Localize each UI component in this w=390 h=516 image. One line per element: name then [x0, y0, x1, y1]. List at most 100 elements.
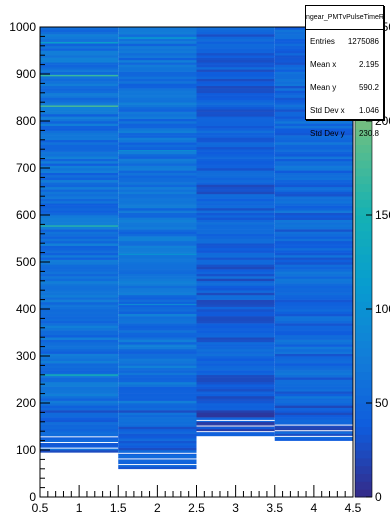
heatmap-cell — [196, 334, 275, 338]
heatmap-cell — [40, 95, 119, 98]
heatmap-cell — [40, 88, 119, 91]
heatmap-cell — [118, 332, 197, 336]
heatmap-cell — [274, 172, 353, 176]
heatmap-cell — [40, 334, 119, 338]
heatmap-gap — [196, 425, 275, 427]
heatmap-cell — [196, 222, 275, 225]
heatmap-cell — [196, 344, 275, 347]
heatmap-cell — [118, 203, 197, 206]
heatmap-cell — [196, 83, 275, 87]
heatmap-cell — [118, 384, 197, 387]
heatmap-cell — [40, 410, 119, 413]
heatmap-cell — [118, 55, 197, 58]
heatmap-cell — [40, 217, 119, 220]
heatmap-cell — [118, 283, 197, 286]
heatmap-cell — [118, 83, 197, 87]
heatmap-cell — [40, 139, 119, 143]
heatmap-cell — [274, 285, 353, 289]
heatmap-cell — [274, 231, 353, 235]
heatmap-cell — [196, 238, 275, 242]
colorbar-tick-label: 0 — [375, 490, 382, 504]
heatmap-cell — [196, 64, 275, 68]
colorbar-segment — [355, 207, 372, 216]
heatmap-cell — [118, 445, 197, 448]
heatmap-cell — [196, 353, 275, 357]
heatmap-cell — [274, 360, 353, 364]
heatmap-cell — [196, 172, 275, 176]
heatmap-cell — [196, 186, 275, 190]
heatmap-cell — [40, 372, 119, 376]
heatmap-cell — [196, 207, 275, 211]
heatmap-cell — [118, 95, 197, 98]
heatmap-cell — [274, 245, 353, 249]
x-tick-label: 3.5 — [266, 501, 283, 515]
heatmap-cell — [40, 273, 119, 277]
heatmap-cell — [40, 172, 119, 176]
heatmap-cell — [40, 196, 119, 199]
heatmap-cell — [196, 168, 275, 171]
colorbar-segment — [355, 340, 372, 349]
heatmap-cell — [196, 405, 275, 408]
heatmap-cell — [274, 238, 353, 242]
heatmap-cell — [118, 285, 197, 289]
heatmap-cell — [118, 440, 197, 444]
heatmap-cell — [40, 233, 119, 237]
heatmap-cell — [118, 433, 197, 437]
heatmap-cell — [118, 175, 197, 178]
heatmap-cell — [196, 348, 275, 352]
heatmap-highlight-row — [40, 225, 119, 227]
heatmap-cell — [196, 400, 275, 404]
heatmap-cell — [40, 175, 119, 178]
heatmap-cell — [118, 464, 197, 467]
stats-label: Std Dev y — [310, 129, 345, 138]
heatmap-cell — [274, 142, 353, 145]
heatmap-cell — [274, 278, 353, 282]
heatmap-cell — [40, 76, 119, 79]
colorbar-segment — [355, 121, 372, 130]
heatmap-cell — [118, 231, 197, 235]
heatmap-cell — [40, 222, 119, 225]
heatmap-cell — [274, 306, 353, 310]
heatmap-cell — [118, 457, 197, 460]
colorbar-segment — [355, 144, 372, 153]
heatmap-cell — [118, 346, 197, 350]
heatmap-cell — [40, 318, 119, 322]
heatmap-cell — [40, 57, 119, 61]
heatmap-cell — [40, 428, 119, 432]
colorbar-segment — [355, 403, 372, 412]
heatmap-cell — [196, 179, 275, 183]
heatmap-cell — [274, 175, 353, 178]
heatmap-cell — [40, 341, 119, 345]
heatmap-cell — [274, 301, 353, 305]
heatmap-cell — [274, 379, 353, 383]
heatmap-gap — [196, 419, 275, 421]
heatmap-cell — [274, 344, 353, 347]
heatmap-cell — [274, 384, 353, 387]
heatmap-cell — [118, 311, 197, 314]
heatmap-cell — [40, 311, 119, 314]
stats-value: 590.2 — [358, 83, 379, 92]
heatmap-cell — [196, 273, 275, 277]
heatmap-cell — [274, 250, 353, 253]
heatmap-cell — [274, 137, 353, 141]
heatmap-cell — [196, 135, 275, 138]
heatmap-cell — [196, 262, 275, 265]
heatmap-cell — [196, 193, 275, 197]
heatmap-cell — [118, 320, 197, 324]
heatmap-cell — [274, 304, 353, 307]
heatmap-cell — [274, 280, 353, 284]
heatmap-cell — [118, 454, 197, 458]
heatmap-cell — [274, 339, 353, 343]
heatmap-cell — [118, 313, 197, 317]
axes: 0.5 1 1.5 2 2.5 3 3.5 4 4.5 0 100 200 300 400 500 600 70… — [9, 20, 361, 515]
heatmap-cell — [196, 27, 275, 30]
heatmap-cell — [196, 212, 275, 216]
heatmap-cell — [274, 165, 353, 169]
y-tick-label: 900 — [16, 67, 36, 81]
heatmap-cell — [40, 158, 119, 162]
heatmap-cell — [118, 196, 197, 199]
heatmap-cell — [118, 294, 197, 298]
heatmap-cell — [196, 337, 275, 340]
heatmap-cell — [118, 132, 197, 136]
